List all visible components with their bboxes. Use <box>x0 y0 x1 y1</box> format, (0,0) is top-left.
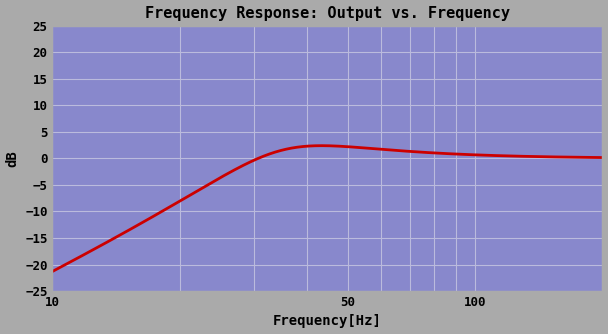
X-axis label: Frequency[Hz]: Frequency[Hz] <box>273 314 382 328</box>
Y-axis label: dB: dB <box>5 150 19 167</box>
Title: Frequency Response: Output vs. Frequency: Frequency Response: Output vs. Frequency <box>145 6 510 21</box>
